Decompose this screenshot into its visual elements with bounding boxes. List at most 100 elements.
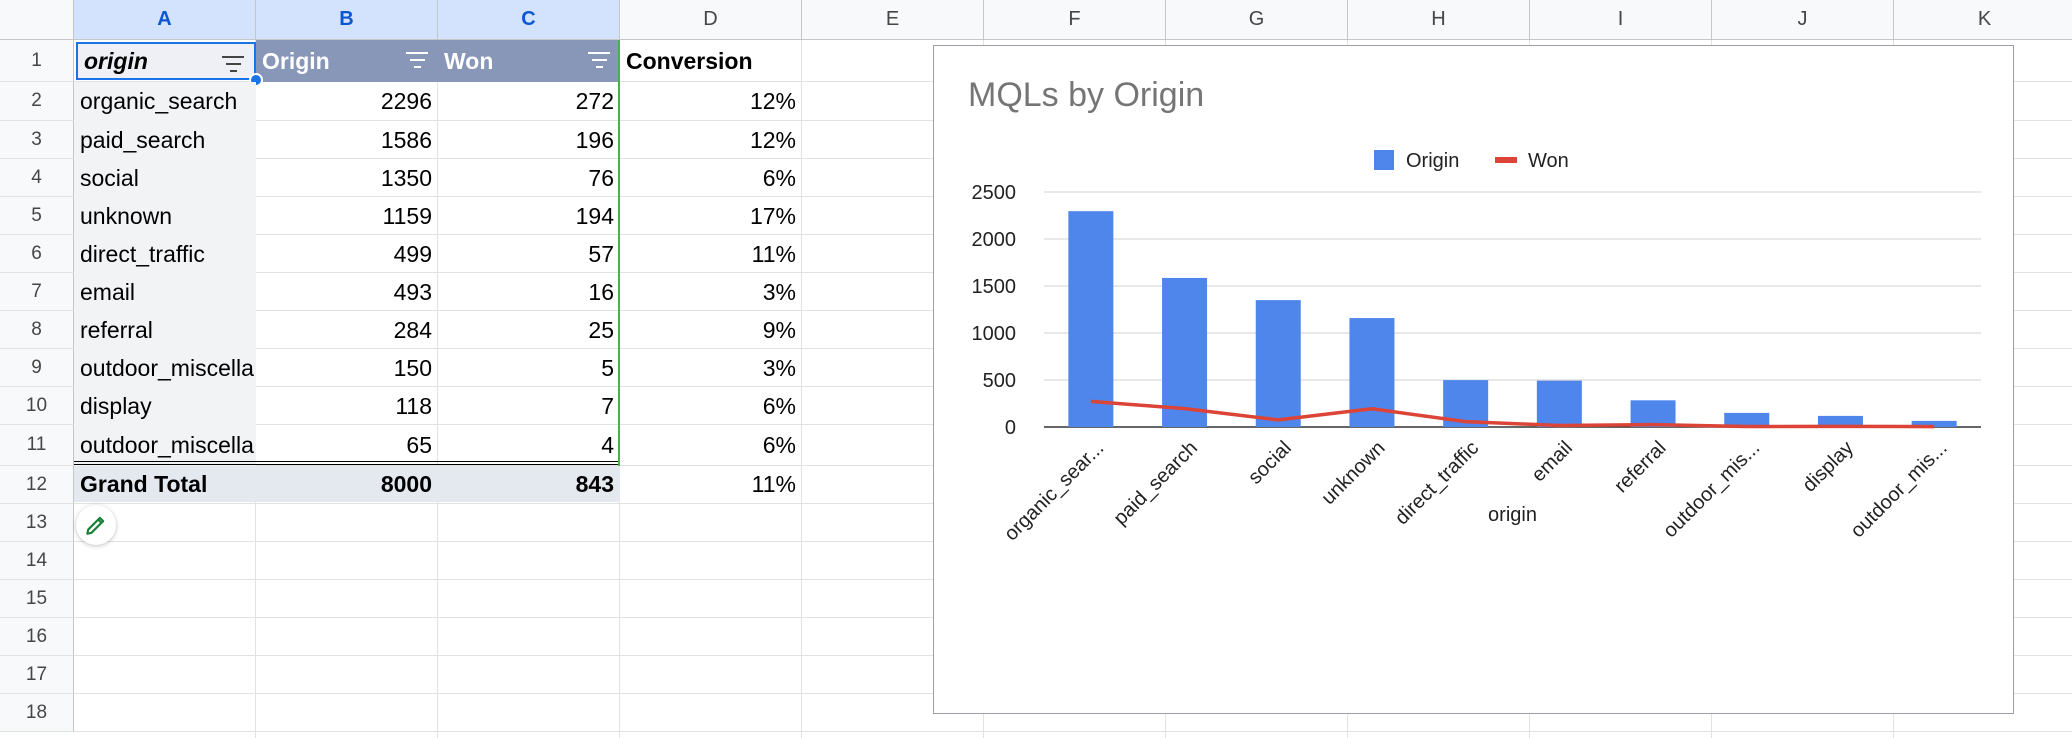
x-tick-label: display [1798, 437, 1858, 497]
row-header-16[interactable]: 16 [0, 618, 74, 656]
pivot-header-origin-count[interactable]: Origin [256, 40, 438, 82]
grand-total-conversion[interactable]: 11% [751, 470, 796, 497]
filter-icon[interactable] [222, 56, 244, 72]
column-header-a[interactable]: A [74, 0, 256, 40]
conversion-cell[interactable]: 6% [762, 164, 796, 191]
conversion-cell[interactable]: 11% [751, 240, 796, 267]
legend-swatch-won [1495, 157, 1517, 163]
pivot-cell-won[interactable]: 16 [588, 278, 614, 305]
bar [1536, 380, 1582, 427]
pivot-cell-won[interactable]: 7 [601, 392, 614, 419]
pivot-cell-count[interactable]: 493 [393, 278, 432, 305]
pivot-cell-count[interactable]: 2296 [380, 88, 432, 114]
bar [1724, 412, 1770, 427]
y-tick-label: 1000 [972, 323, 1017, 345]
pivot-cell-won[interactable]: 196 [575, 126, 614, 153]
x-tick-label: unknown [1317, 437, 1389, 509]
y-tick-label: 0 [1005, 417, 1016, 439]
row-header-14[interactable]: 14 [0, 542, 74, 580]
pivot-cell-count[interactable]: 1586 [380, 126, 432, 153]
x-tick-label: direct_traffic [1391, 437, 1483, 529]
row-header-8[interactable]: 8 [0, 311, 74, 349]
pivot-header-won[interactable]: Won [438, 40, 620, 82]
pivot-cell-won[interactable]: 4 [601, 432, 614, 458]
conversion-cell[interactable]: 12% [749, 126, 796, 153]
grand-total-label[interactable]: Grand Total [74, 466, 256, 502]
column-header-d[interactable]: D [620, 0, 802, 40]
pivot-cell-origin[interactable]: referral [74, 311, 256, 349]
row-header-18[interactable]: 18 [0, 694, 74, 732]
pivot-cell-origin[interactable]: unknown [74, 197, 256, 235]
pivot-cell-won[interactable]: 57 [588, 240, 614, 267]
y-tick-label: 1500 [972, 276, 1017, 298]
conversion-header[interactable]: Conversion [626, 47, 753, 74]
pivot-cell-won[interactable]: 272 [575, 88, 614, 114]
column-header-g[interactable]: G [1166, 0, 1348, 40]
y-tick-label: 2000 [972, 229, 1017, 251]
row-header-15[interactable]: 15 [0, 580, 74, 618]
row-header-17[interactable]: 17 [0, 656, 74, 694]
select-all-corner[interactable] [0, 0, 74, 40]
pivot-cell-origin[interactable]: direct_traffic [74, 235, 256, 273]
column-header-j[interactable]: J [1712, 0, 1894, 40]
bar [1817, 415, 1863, 427]
row-header-12[interactable]: 12 [0, 466, 74, 504]
embedded-chart[interactable]: MQLs by Origin 0 500 1000 1500 2000 2500 organ… [933, 45, 2014, 714]
pivot-cell-origin[interactable]: outdoor_miscella [74, 425, 256, 466]
row-header-3[interactable]: 3 [0, 121, 74, 159]
pivot-cell-count[interactable]: 1350 [380, 164, 432, 191]
conversion-cell[interactable]: 3% [762, 278, 796, 305]
pivot-header-origin[interactable]: origin [76, 42, 256, 80]
pivot-cell-count[interactable]: 65 [406, 432, 432, 458]
row-header-6[interactable]: 6 [0, 235, 74, 273]
column-header-k[interactable]: K [1894, 0, 2072, 40]
pivot-cell-origin[interactable]: display [74, 387, 256, 425]
pivot-cell-origin[interactable]: social [74, 159, 256, 197]
row-header-9[interactable]: 9 [0, 349, 74, 387]
x-tick-label: organic_sear... [1000, 437, 1108, 545]
row-header-7[interactable]: 7 [0, 273, 74, 311]
row-header-11[interactable]: 11 [0, 425, 74, 466]
row-header-5[interactable]: 5 [0, 197, 74, 235]
column-header-h[interactable]: H [1348, 0, 1530, 40]
conversion-cell[interactable]: 6% [762, 392, 796, 419]
grand-total-count[interactable]: 8000 [256, 466, 438, 502]
pivot-cell-count[interactable]: 284 [393, 316, 432, 343]
row-header-13[interactable]: 13 [0, 504, 74, 542]
conversion-cell[interactable]: 9% [762, 316, 796, 343]
filter-icon[interactable] [406, 52, 428, 68]
grid-line [437, 40, 438, 738]
column-header-f[interactable]: F [984, 0, 1166, 40]
pivot-cell-count[interactable]: 1159 [382, 202, 432, 229]
pivot-cell-count[interactable]: 150 [393, 354, 432, 381]
x-tick-label: outdoor_mis... [1847, 437, 1952, 542]
pivot-cell-won[interactable]: 25 [588, 316, 614, 343]
edit-pivot-button[interactable] [76, 505, 116, 545]
pivot-cell-origin[interactable]: email [74, 273, 256, 311]
column-header-b[interactable]: B [256, 0, 438, 40]
row-header-10[interactable]: 10 [0, 387, 74, 425]
column-header-e[interactable]: E [802, 0, 984, 40]
conversion-cell[interactable]: 12% [749, 88, 796, 114]
pivot-cell-won[interactable]: 5 [601, 354, 614, 381]
pivot-cell-won[interactable]: 194 [575, 202, 614, 229]
conversion-cell[interactable]: 3% [762, 354, 796, 381]
pivot-cell-won[interactable]: 76 [588, 164, 614, 191]
filter-icon[interactable] [588, 52, 610, 68]
row-header-4[interactable]: 4 [0, 159, 74, 197]
pivot-cell-count[interactable]: 499 [393, 240, 432, 267]
x-tick-label: outdoor_mis... [1659, 437, 1764, 542]
pivot-cell-count[interactable]: 118 [395, 392, 432, 419]
column-header-i[interactable]: I [1530, 0, 1712, 40]
y-tick-label: 500 [983, 370, 1016, 392]
row-header-1[interactable]: 1 [0, 40, 74, 82]
pivot-cell-origin[interactable]: organic_search [74, 82, 256, 121]
row-header-2[interactable]: 2 [0, 82, 74, 121]
grand-total-won[interactable]: 843 [438, 466, 620, 502]
conversion-cell[interactable]: 6% [762, 432, 796, 458]
pivot-cell-origin[interactable]: paid_search [74, 121, 256, 159]
column-header-c[interactable]: C [438, 0, 620, 40]
pivot-cell-origin[interactable]: outdoor_miscella [74, 349, 256, 387]
conversion-cell[interactable]: 17% [749, 202, 796, 229]
